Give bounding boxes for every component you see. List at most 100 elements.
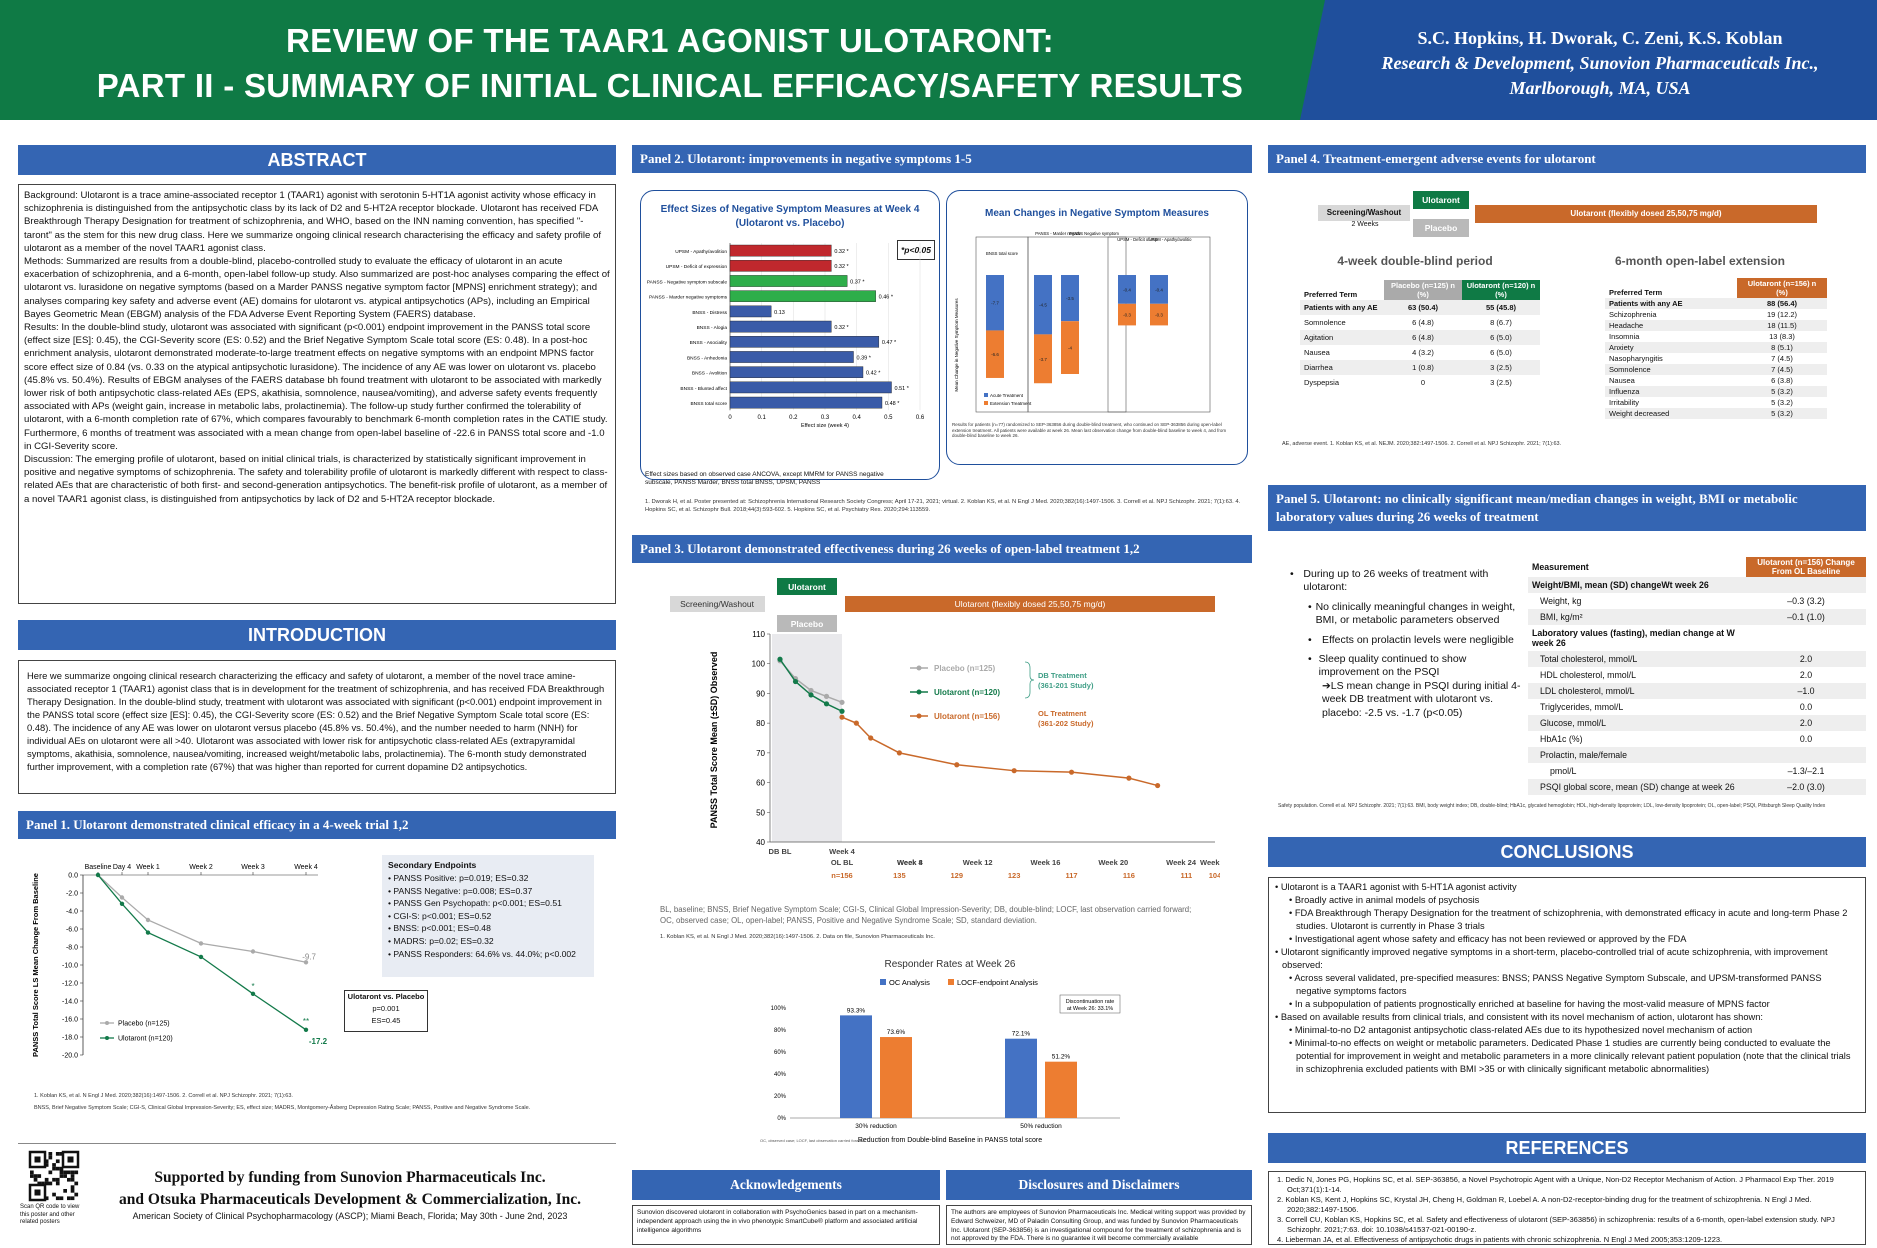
effect-size-bar (729, 260, 832, 272)
qr-module (55, 1196, 60, 1201)
table-cell: 7 (4.5) (1771, 354, 1793, 363)
table-cell: Nausea (1609, 376, 1635, 385)
x-tick-label: OL BL (831, 858, 854, 867)
qr-code-icon[interactable] (28, 1150, 80, 1202)
effect-size-bar-chart: 0 0.1 0.2 0.3 0.4 0.5 0.6 UPSM - Apathy/avoliti… (647, 243, 925, 429)
table-row: Anxiety 8 (5.1) (1605, 342, 1827, 353)
secondary-endpoints-title: Secondary Endpoints (388, 860, 477, 870)
qr-module (55, 1159, 60, 1164)
responder-title: Responder Rates at Week 26 (884, 959, 1015, 970)
qr-module (63, 1170, 67, 1175)
table-cell: 2.0 (1799, 718, 1813, 728)
table-cell: Weight decreased (1609, 409, 1670, 418)
y-tick-label: 70 (756, 749, 765, 758)
x-tick-label: 50% reduction (1020, 1123, 1062, 1130)
ol-label: (361-202 Study) (1038, 719, 1094, 728)
x-tick-label: Week 3 (241, 864, 265, 871)
legend-swatch (948, 979, 954, 985)
effect-size-card (640, 190, 940, 480)
table-row: Laboratory values (fasting), median chan… (1528, 625, 1866, 651)
y-tick-label: -14.0 (62, 999, 78, 1006)
data-point (95, 872, 101, 878)
panel3-refs: 1. Koblan KS, et al. N Engl J Med. 2020;… (660, 934, 935, 940)
panel3-line-chart: Screening/Washout Ulotaront Placebo Ulotaro… (670, 578, 1220, 880)
db-label: DB Treatment (1038, 671, 1087, 680)
table-cell: Diarrhea (1304, 363, 1333, 372)
table-cell: 6 (5.0) (1490, 333, 1512, 342)
qr-module (44, 1159, 49, 1164)
data-point (1011, 768, 1017, 774)
conclusion-item: • Ulotaront significantly improved negat… (1275, 947, 1828, 970)
secondary-endpoint-item: • PANSS Responders: 64.6% vs. 44.0%; p<0… (388, 948, 576, 959)
x-tick-label: 0.6 (916, 415, 925, 421)
data-point (839, 699, 845, 705)
table-cell: Agitation (1304, 333, 1334, 342)
conclusions-heading: CONCLUSIONS (1268, 837, 1866, 867)
data-point (896, 750, 902, 756)
effect-size-bar (729, 396, 883, 409)
acute-value: -3.5 (1066, 296, 1074, 301)
data-point (823, 693, 830, 699)
effect-size-bar (729, 290, 876, 302)
category-label: BNSS - Anhedonia (687, 355, 727, 361)
panel3-footnote: BL, baseline; BNSS, Brief Negative Sympt… (660, 905, 1192, 925)
legend-label: Extension Treatment (990, 401, 1032, 406)
category-label: BNSS - Alogia (697, 325, 728, 331)
table-cell: –0.3 (3.2) (1787, 596, 1825, 606)
responder-bar (1045, 1061, 1077, 1118)
end-label-placebo: -9.7 (302, 952, 316, 961)
y-tick-label: -16.0 (62, 1017, 78, 1024)
extension-bar (1150, 303, 1168, 326)
table-cell: pmol/L (1550, 766, 1577, 776)
meeting-info: American Society of Clinical Psychopharm… (132, 1211, 568, 1221)
qr-module (30, 1170, 34, 1175)
legend-swatch (984, 393, 988, 397)
legend-label: Ulotaront (n=120) (934, 688, 1000, 697)
ol-label: OL Treatment (1038, 709, 1087, 718)
table-cell: 0.0 (1799, 734, 1813, 744)
table-cell: 6 (4.8) (1412, 318, 1434, 327)
n-count-label: 123 (1008, 871, 1021, 880)
legend-label: Ulotaront (n=120) (118, 1036, 173, 1043)
table-header-cell: Ulotaront (n=120) n (%) (1462, 280, 1540, 300)
table-row: Nasopharyngitis 7 (4.5) (1605, 353, 1827, 364)
column-label: UPSM - Apathy/avolitio (1149, 237, 1192, 242)
acute-value: -7.7 (991, 301, 999, 306)
table-cell: 5 (3.2) (1771, 398, 1793, 407)
qr-module (48, 1181, 53, 1186)
table-row: Glucose, mmol/L 2.0 (1528, 715, 1866, 731)
table-row: Diarrhea 1 (0.8) 3 (2.5) (1300, 360, 1540, 375)
responder-bar (880, 1037, 912, 1118)
x-tick-label: Week 4 (294, 864, 318, 871)
qr-module (67, 1177, 71, 1182)
table-cell: 2.0 (1799, 654, 1813, 664)
table-cell: Glucose, mmol/L (1540, 718, 1606, 728)
ol-period-title: 6-month open-label extension (1614, 254, 1785, 268)
author-banner (1300, 0, 1877, 120)
qr-module (67, 1196, 71, 1201)
p5-bullet-1: • No clinically meaningful changes in wei… (1308, 600, 1516, 627)
p4-ol-arm: Ulotaront (flexibly dosed 25,50,75 mg/d) (1475, 205, 1817, 223)
qr-module (74, 1181, 79, 1186)
qr-module (74, 1192, 79, 1197)
x-tick-label: 0.3 (821, 415, 830, 421)
table-row: BMI, kg/m² –0.1 (1.0) (1528, 609, 1866, 625)
panel5-bullets: • During up to 26 weeks of treatment with… (1290, 568, 1525, 720)
table-row: Dyspepsia 0 3 (2.5) (1300, 375, 1540, 390)
responder-bar-chart: Responder Rates at Week 26 OC Analysis LOC… (760, 959, 1121, 1144)
table-row: HbA1c (%) 0.0 (1528, 731, 1866, 747)
qr-finder-center (34, 1156, 41, 1163)
secondary-endpoint-item: • PANSS Negative: p=0.008; ES=0.37 (388, 885, 533, 896)
extension-value: -0.3 (1123, 313, 1131, 318)
y-tick-label: 40% (774, 1072, 787, 1078)
effect-size-bar (729, 351, 854, 363)
x-tick-label: 0 (728, 415, 732, 421)
x-tick-label: DB BL (769, 847, 792, 856)
panel5-heading-2: laboratory values during 26 weeks of tre… (1276, 509, 1539, 524)
table-cell: Headache (1609, 321, 1644, 330)
timeline-ol (845, 596, 1215, 612)
table-cell: Laboratory values (fasting), median chan… (1532, 628, 1735, 648)
abstract-text: Background: Ulotaront is a trace amine-a… (18, 184, 616, 604)
table-row: Weight decreased 5 (3.2) (1605, 408, 1827, 419)
conclusion-item: • In a subpopulation of patients prognos… (1289, 999, 1770, 1009)
